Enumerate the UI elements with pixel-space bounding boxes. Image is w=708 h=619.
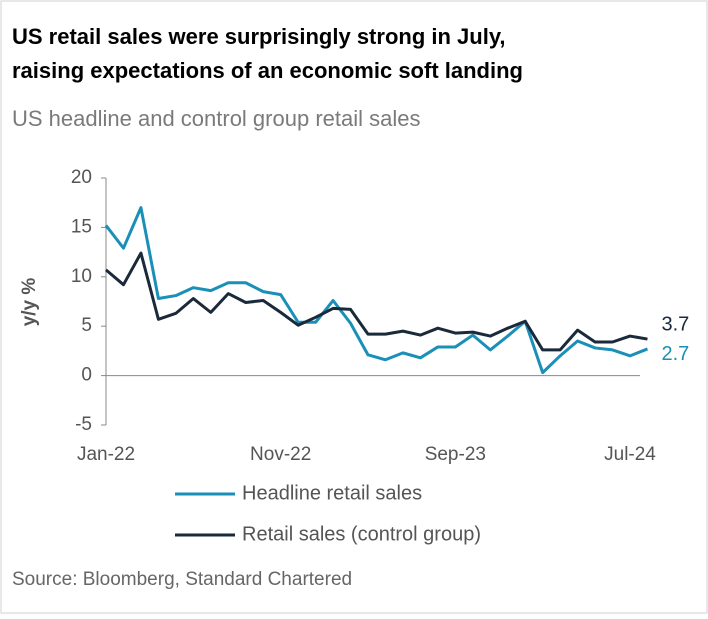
y-tick-label: 20 — [71, 167, 92, 188]
y-tick-label: 5 — [81, 315, 92, 336]
chart-title: raising expectations of an economic soft… — [12, 58, 523, 83]
end-label: 3.7 — [661, 313, 689, 335]
chart-title: US retail sales were surprisingly strong… — [12, 24, 506, 49]
y-axis-label: y/y % — [19, 278, 40, 327]
x-tick-label: Sep-23 — [425, 444, 486, 465]
legend-label: Headline retail sales — [242, 482, 422, 504]
end-label: 2.7 — [661, 343, 689, 365]
x-tick-label: Nov-22 — [250, 444, 311, 465]
y-tick-label: 10 — [71, 266, 92, 287]
x-tick-label: Jul-24 — [604, 444, 656, 465]
source: Source: Bloomberg, Standard Chartered — [12, 569, 352, 590]
y-tick-label: 15 — [71, 216, 92, 237]
legend-label: Retail sales (control group) — [242, 523, 481, 545]
y-tick-label: -5 — [75, 414, 92, 435]
x-tick-label: Jan-22 — [77, 444, 135, 465]
series-line — [104, 206, 649, 375]
series-line — [105, 251, 648, 352]
chart-subtitle: US headline and control group retail sal… — [12, 106, 420, 131]
y-tick-label: 0 — [81, 365, 92, 386]
